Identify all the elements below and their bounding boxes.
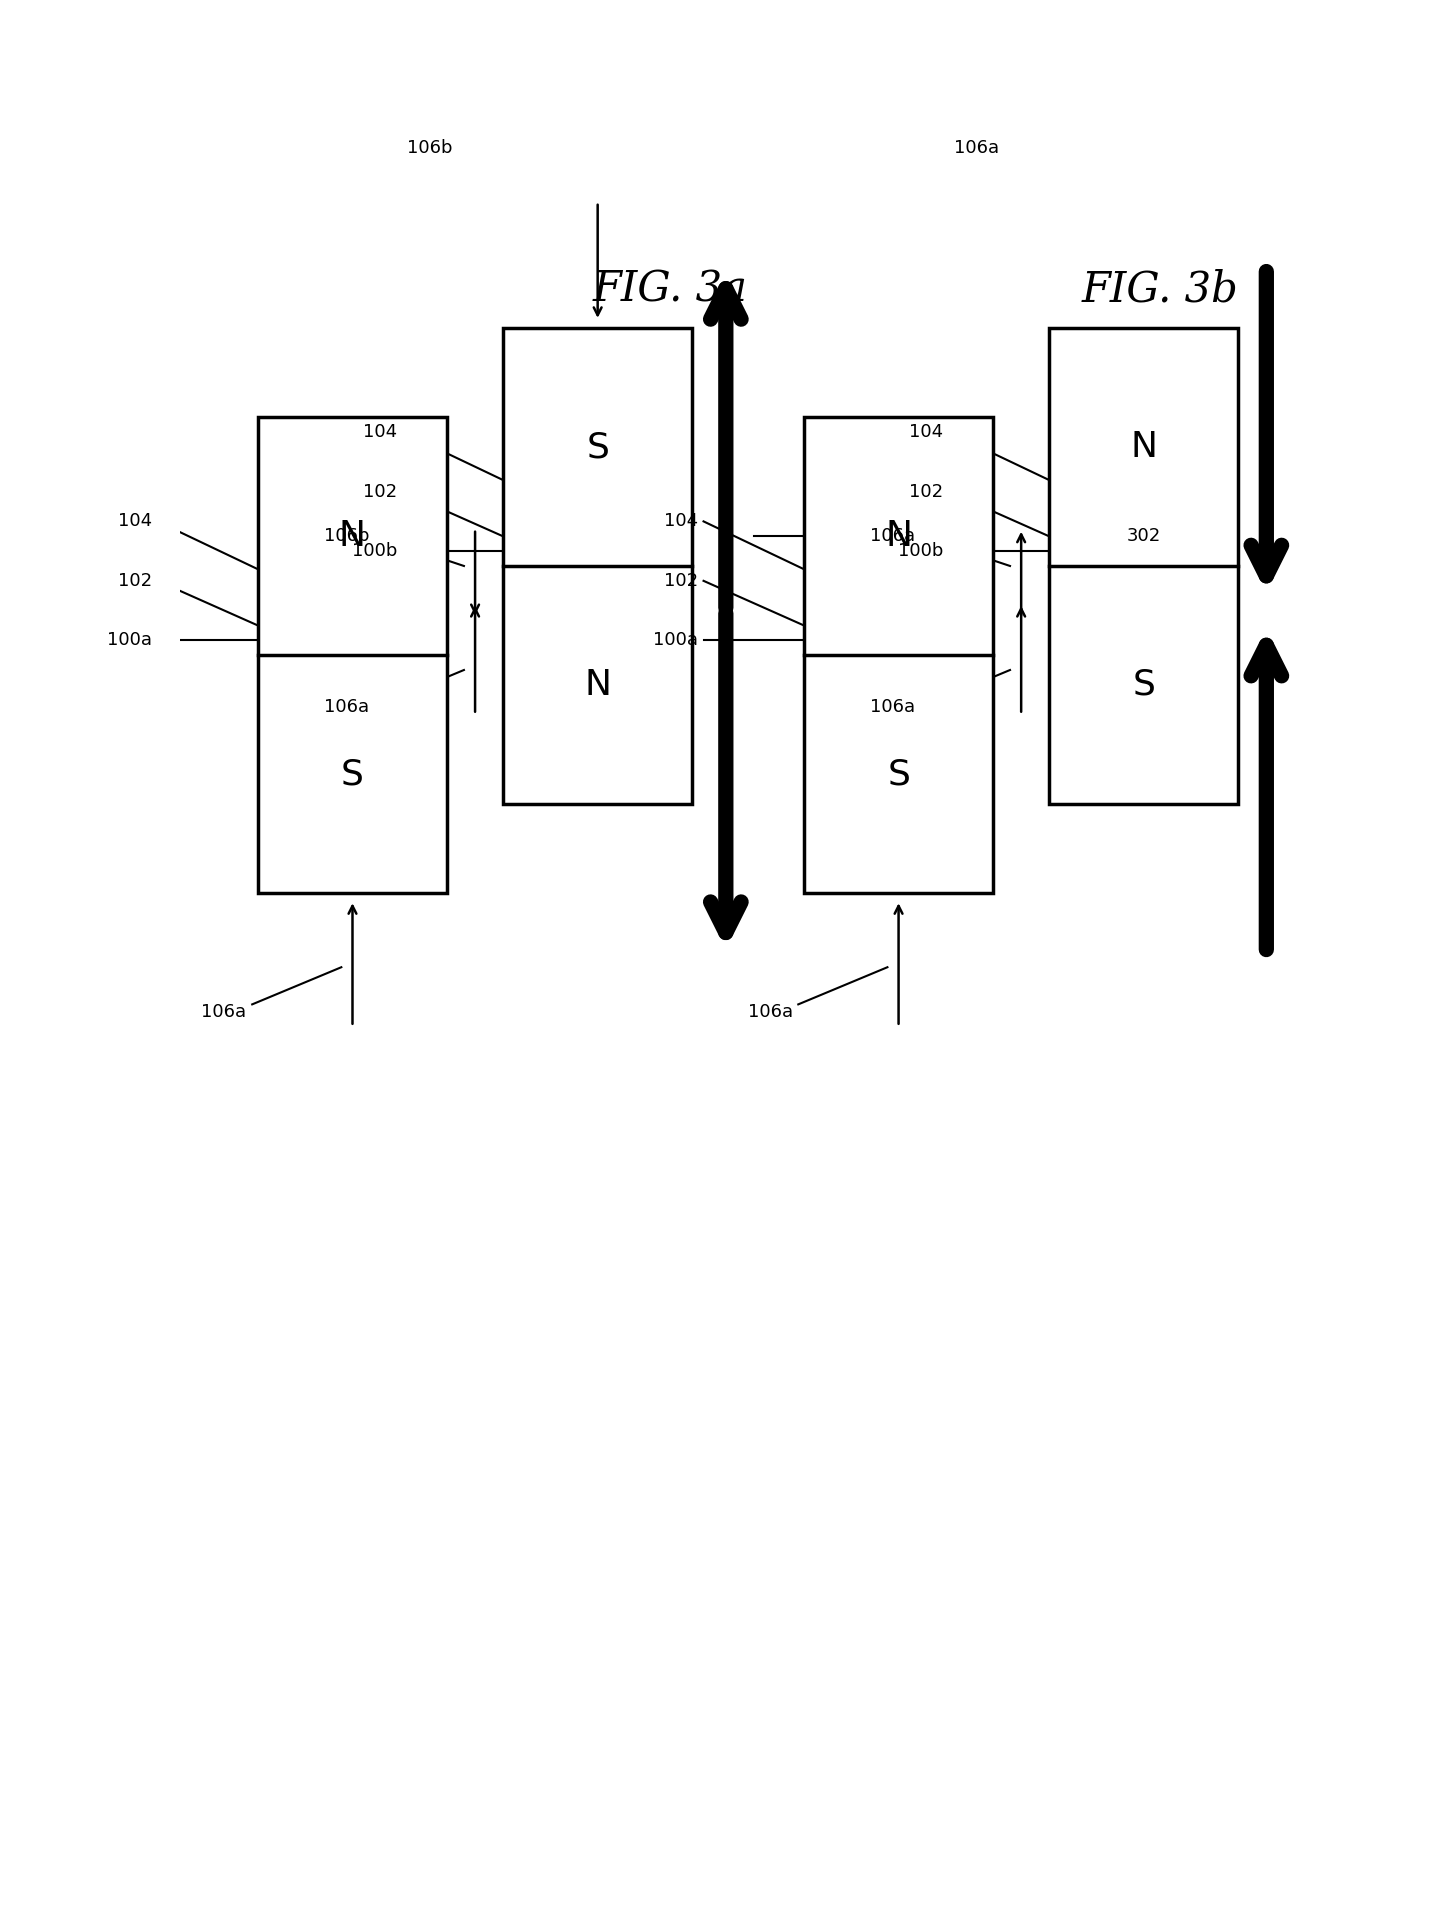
Text: N: N [339,519,367,554]
Bar [804,417,994,894]
Text: S: S [887,757,910,791]
Text: S: S [1132,668,1155,703]
Text: N: N [1130,430,1158,463]
Text: 106b: 106b [407,139,453,158]
Text: N: N [584,668,611,703]
Text: 104: 104 [909,423,943,442]
Bar [1050,328,1238,803]
Text: 100b: 100b [352,542,397,560]
Text: S: S [587,430,610,463]
Bar [503,328,692,803]
Text: 104: 104 [664,511,697,531]
Text: 102: 102 [362,482,397,500]
Text: FIG. 3a: FIG. 3a [592,268,748,311]
Text: 100a: 100a [106,631,152,648]
Text: 302: 302 [1126,527,1160,546]
Text: 106a: 106a [870,527,915,546]
Text: 300: 300 [831,527,866,546]
Bar [257,417,447,894]
Text: 102: 102 [664,571,697,591]
Text: FIG. 3b: FIG. 3b [1081,268,1240,311]
Text: 102: 102 [118,571,152,591]
Text: 106a: 106a [324,699,370,716]
Text: 106a: 106a [870,699,915,716]
Text: 104: 104 [118,511,152,531]
Text: 100a: 100a [653,631,697,648]
Text: S: S [341,757,364,791]
Text: 104: 104 [362,423,397,442]
Text: 106a: 106a [953,139,999,158]
Text: N: N [884,519,912,554]
Text: 106b: 106b [324,527,370,546]
Text: 106a: 106a [748,1004,792,1021]
Text: 100b: 100b [897,542,943,560]
Text: 106a: 106a [201,1004,247,1021]
Text: 102: 102 [909,482,943,500]
